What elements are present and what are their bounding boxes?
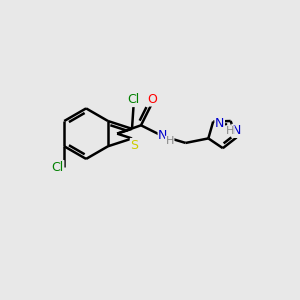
Text: H: H — [226, 126, 234, 136]
Text: Cl: Cl — [52, 160, 64, 174]
Text: H: H — [166, 136, 174, 146]
Text: O: O — [148, 93, 158, 106]
Text: N: N — [215, 117, 224, 130]
Text: N: N — [158, 129, 167, 142]
Text: S: S — [130, 139, 138, 152]
Text: Cl: Cl — [128, 94, 140, 106]
Text: N: N — [232, 124, 241, 137]
